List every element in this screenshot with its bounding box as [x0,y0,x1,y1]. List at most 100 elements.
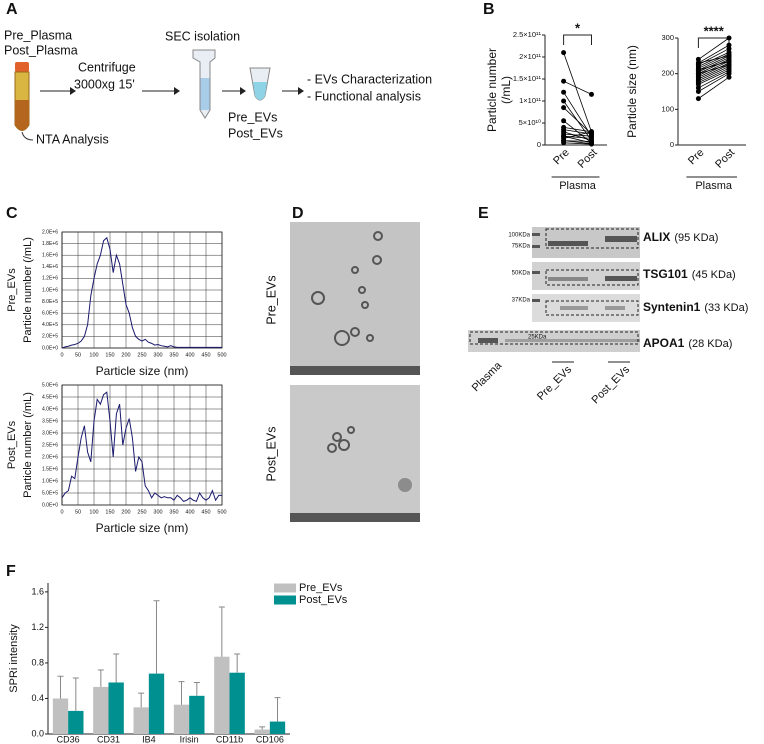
blot-boxes [469,228,639,345]
x-tick-label: 500 [217,509,226,515]
point [726,74,732,80]
bar [108,682,124,734]
y-tick-label: 1.6 [31,586,44,596]
pair-line [563,135,592,139]
y-tick-label: 2.0E+6 [42,229,58,235]
sample-label: Pre_Plasma [4,28,72,42]
y-tick-label: 2.5×10¹¹ [513,30,542,39]
bar [214,656,230,734]
ev-label: Pre_EVs [228,110,277,124]
legend-swatch [274,595,296,605]
pair-line [563,140,592,145]
x-tick-label: Post [576,147,600,171]
point [726,58,732,64]
protein-size: (33 KDa) [704,302,748,314]
pair-line [698,73,730,92]
panel-label: D [292,205,304,222]
tem-particle [398,478,412,492]
point [726,53,732,59]
sec-resin [200,78,210,110]
y-tick-label: 3.5E+6 [42,418,58,424]
y-axis-label: Particle number (/mL) [22,237,34,343]
significance: **** [704,23,725,38]
lane-label: Pre_EVs [535,363,575,403]
western-blot: 100KDa 75KDa 50KDa 37KDa 25KDa ALIX (95 K… [468,227,748,406]
x-tick-label: 150 [105,509,114,515]
significance-bracket [563,34,592,45]
ev-label: Post_EVs [228,126,283,140]
x-tick-label: 500 [217,352,226,358]
panel-label: F [6,563,16,580]
pair-line [563,107,592,135]
y-tick-label: 1.5E+6 [42,466,58,472]
nta-arrow [21,131,34,141]
y-tick-label: 1.0E+6 [42,287,58,293]
error-bar [97,669,104,687]
y-tick-label: 6.0E+5 [42,311,58,317]
pair-line [563,131,592,139]
point [561,78,567,84]
arrow-head [174,87,180,95]
y-tick-label: 2.5E+6 [42,442,58,448]
x-tick-label: Pre [686,147,707,168]
error-bar [57,675,64,699]
protein-label: ALIX (95 KDa) [643,230,718,244]
y-tick-label: 1.2 [31,622,44,632]
x-tick-label: 0 [60,509,63,515]
sample-label: Pre_EVs [6,268,18,312]
point [726,46,732,52]
tem-images: Pre_EVs Post_EVs [264,222,420,522]
blot-bands [478,233,640,343]
bar [229,672,245,734]
line [61,236,222,349]
marker-label: 37KDa [512,298,531,304]
tem-vesicles [327,426,355,453]
panel-label: E [478,205,489,222]
error-bar [72,677,79,711]
arrow-head [240,87,246,95]
y-tick-label: 5.0E+6 [42,382,58,388]
pair-line [698,64,730,75]
point [695,56,701,62]
pair-line [698,53,730,69]
y-tick-label: 1.8E+6 [42,241,58,247]
pair-line [698,60,730,71]
marker-label: 75KDa [512,244,531,250]
ev-liquid [253,82,267,100]
point [726,71,732,77]
y-tick-label: 1×10¹¹ [519,96,541,105]
error-bar [274,697,281,722]
point [695,96,701,102]
point [695,89,701,94]
pair-line [563,80,592,95]
x-tick-label: 350 [169,509,178,515]
protein-label: TSG101 (45 KDa) [643,267,736,281]
pair-line [698,37,730,60]
y-axis-label: Particle number [485,48,499,132]
y-axis-label: Particle size (nm) [625,45,639,138]
pair-line [563,91,592,137]
error-bar [138,692,145,708]
y-tick-label: 100 [661,104,674,113]
point [726,62,732,68]
y-tick-label: 0.0E+0 [42,345,58,351]
plot-frame [61,384,223,506]
y-tick-label: 2.0E+6 [42,454,58,460]
workflow: Pre_Plasma Post_Plasma Centrifuge 3000xg… [4,28,432,146]
legend-label: Pre_EVs [299,582,343,594]
point [695,71,701,77]
tem-scalebar [290,513,420,522]
point [561,50,567,56]
tem-image [290,222,420,375]
legend-label: Post_EVs [299,594,348,606]
y-tick-label: 4.0E+6 [42,406,58,412]
pair-line [698,55,730,64]
pair-line [698,64,730,80]
x-tick-label: CD31 [97,734,120,744]
output-label: - EVs Characterization [307,72,432,86]
tem-scalebar [290,366,420,375]
step-label: Centrifuge [78,60,136,74]
sample-label: Post_EVs [6,420,18,469]
pair-line [563,131,592,141]
